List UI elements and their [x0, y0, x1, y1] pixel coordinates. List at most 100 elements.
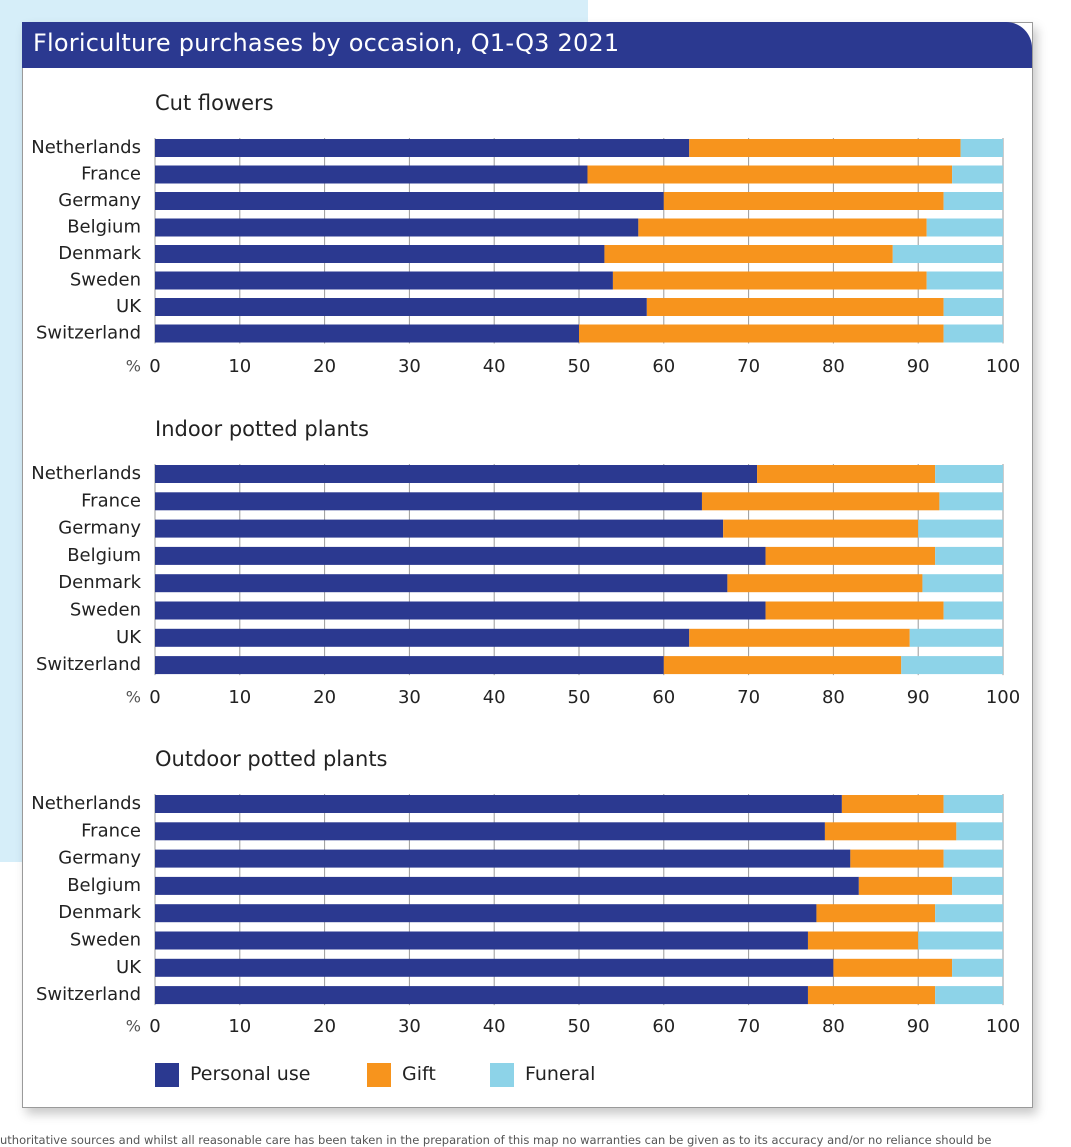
tick-label: 40: [483, 687, 506, 708]
bar-gift: [587, 165, 953, 184]
bar-personal-use: [155, 601, 766, 620]
bar-personal-use: [155, 904, 817, 923]
bar-gift: [765, 601, 944, 620]
bar-personal-use: [155, 986, 808, 1005]
tick-label: 60: [652, 1016, 675, 1037]
bar-funeral: [926, 218, 1003, 237]
tick-label: 50: [568, 1016, 591, 1037]
bar-funeral: [952, 958, 1003, 977]
tick-label: 20: [313, 356, 336, 377]
tick-label: 20: [313, 1016, 336, 1037]
tick-label: 30: [398, 356, 421, 377]
category-label: Netherlands: [31, 137, 141, 158]
bar-gift: [701, 492, 940, 511]
bar-personal-use: [155, 139, 690, 157]
bar-gift: [807, 986, 936, 1005]
category-label: UK: [116, 957, 142, 978]
tick-label: 50: [568, 356, 591, 377]
category-label: France: [81, 820, 141, 841]
category-label: Denmark: [58, 243, 141, 264]
category-label: Netherlands: [31, 793, 141, 814]
bar-gift: [850, 849, 944, 868]
category-label: Switzerland: [36, 654, 141, 675]
bar-gift: [663, 656, 902, 675]
category-label: Belgium: [67, 217, 141, 238]
bar-gift: [689, 139, 961, 157]
bar-funeral: [943, 192, 1003, 210]
bar-gift: [689, 628, 910, 647]
legend-swatch-personal-use: [155, 1063, 179, 1087]
bar-personal-use: [155, 849, 851, 868]
tick-label: 0: [149, 1016, 160, 1037]
bar-gift: [604, 245, 893, 263]
bar-personal-use: [155, 165, 588, 184]
category-label: France: [81, 164, 141, 185]
category-label: Sweden: [70, 270, 141, 291]
bar-funeral: [939, 492, 1003, 511]
category-label: Netherlands: [31, 463, 141, 484]
bar-personal-use: [155, 245, 605, 263]
bar-funeral: [935, 986, 1003, 1005]
tick-label: 80: [822, 1016, 845, 1037]
bar-gift: [858, 876, 953, 895]
chart-title: Cut flowers: [155, 91, 274, 115]
chart-title: Indoor potted plants: [155, 417, 369, 441]
bar-funeral: [935, 546, 1003, 565]
bar-personal-use: [155, 492, 702, 511]
tick-label: 90: [907, 356, 930, 377]
bar-funeral: [943, 324, 1003, 343]
bar-funeral: [918, 519, 1003, 538]
legend-label-funeral: Funeral: [525, 1063, 596, 1085]
bar-funeral: [943, 298, 1003, 316]
category-label: Denmark: [58, 572, 141, 593]
bar-funeral: [918, 931, 1003, 950]
category-label: Germany: [58, 518, 141, 539]
bar-funeral: [943, 795, 1003, 813]
tick-label: 50: [568, 687, 591, 708]
bar-gift: [824, 822, 957, 841]
bar-gift: [841, 795, 944, 813]
bar-personal-use: [155, 218, 639, 237]
legend-label-gift: Gift: [402, 1063, 436, 1085]
tick-label: 60: [652, 687, 675, 708]
tick-label: 20: [313, 687, 336, 708]
bar-personal-use: [155, 192, 664, 210]
tick-label: 10: [228, 356, 251, 377]
legend: Personal use Gift Funeral: [155, 1062, 755, 1090]
tick-label: 100: [986, 1016, 1020, 1037]
bar-gift: [663, 192, 944, 210]
bar-funeral: [943, 601, 1003, 620]
axis-unit-label: %: [126, 688, 141, 707]
bar-funeral: [926, 271, 1003, 290]
bar-gift: [727, 574, 923, 593]
chart-header: Floriculture purchases by occasion, Q1-Q…: [22, 22, 1032, 68]
bar-personal-use: [155, 324, 579, 343]
footer-disclaimer: uthoritative sources and whilst all reas…: [0, 1133, 992, 1147]
bar-personal-use: [155, 958, 834, 977]
category-label: UK: [116, 296, 142, 317]
bar-funeral: [935, 904, 1003, 923]
tick-label: 40: [483, 1016, 506, 1037]
legend-label-personal-use: Personal use: [190, 1063, 311, 1085]
bar-funeral: [956, 822, 1003, 841]
category-label: Belgium: [67, 875, 141, 896]
bar-funeral: [922, 574, 1003, 593]
tick-label: 70: [737, 356, 760, 377]
tick-label: 30: [398, 687, 421, 708]
bar-gift: [638, 218, 927, 237]
tick-label: 40: [483, 356, 506, 377]
bar-personal-use: [155, 822, 825, 841]
bar-gift: [646, 298, 944, 316]
category-label: Sweden: [70, 930, 141, 951]
bar-gift: [816, 904, 936, 923]
tick-label: 90: [907, 1016, 930, 1037]
bar-personal-use: [155, 876, 859, 895]
tick-label: 100: [986, 356, 1020, 377]
category-label: Sweden: [70, 600, 141, 621]
tick-label: 0: [149, 687, 160, 708]
bar-personal-use: [155, 795, 842, 813]
bar-gift: [765, 546, 936, 565]
category-label: Belgium: [67, 545, 141, 566]
bar-funeral: [909, 628, 1003, 647]
